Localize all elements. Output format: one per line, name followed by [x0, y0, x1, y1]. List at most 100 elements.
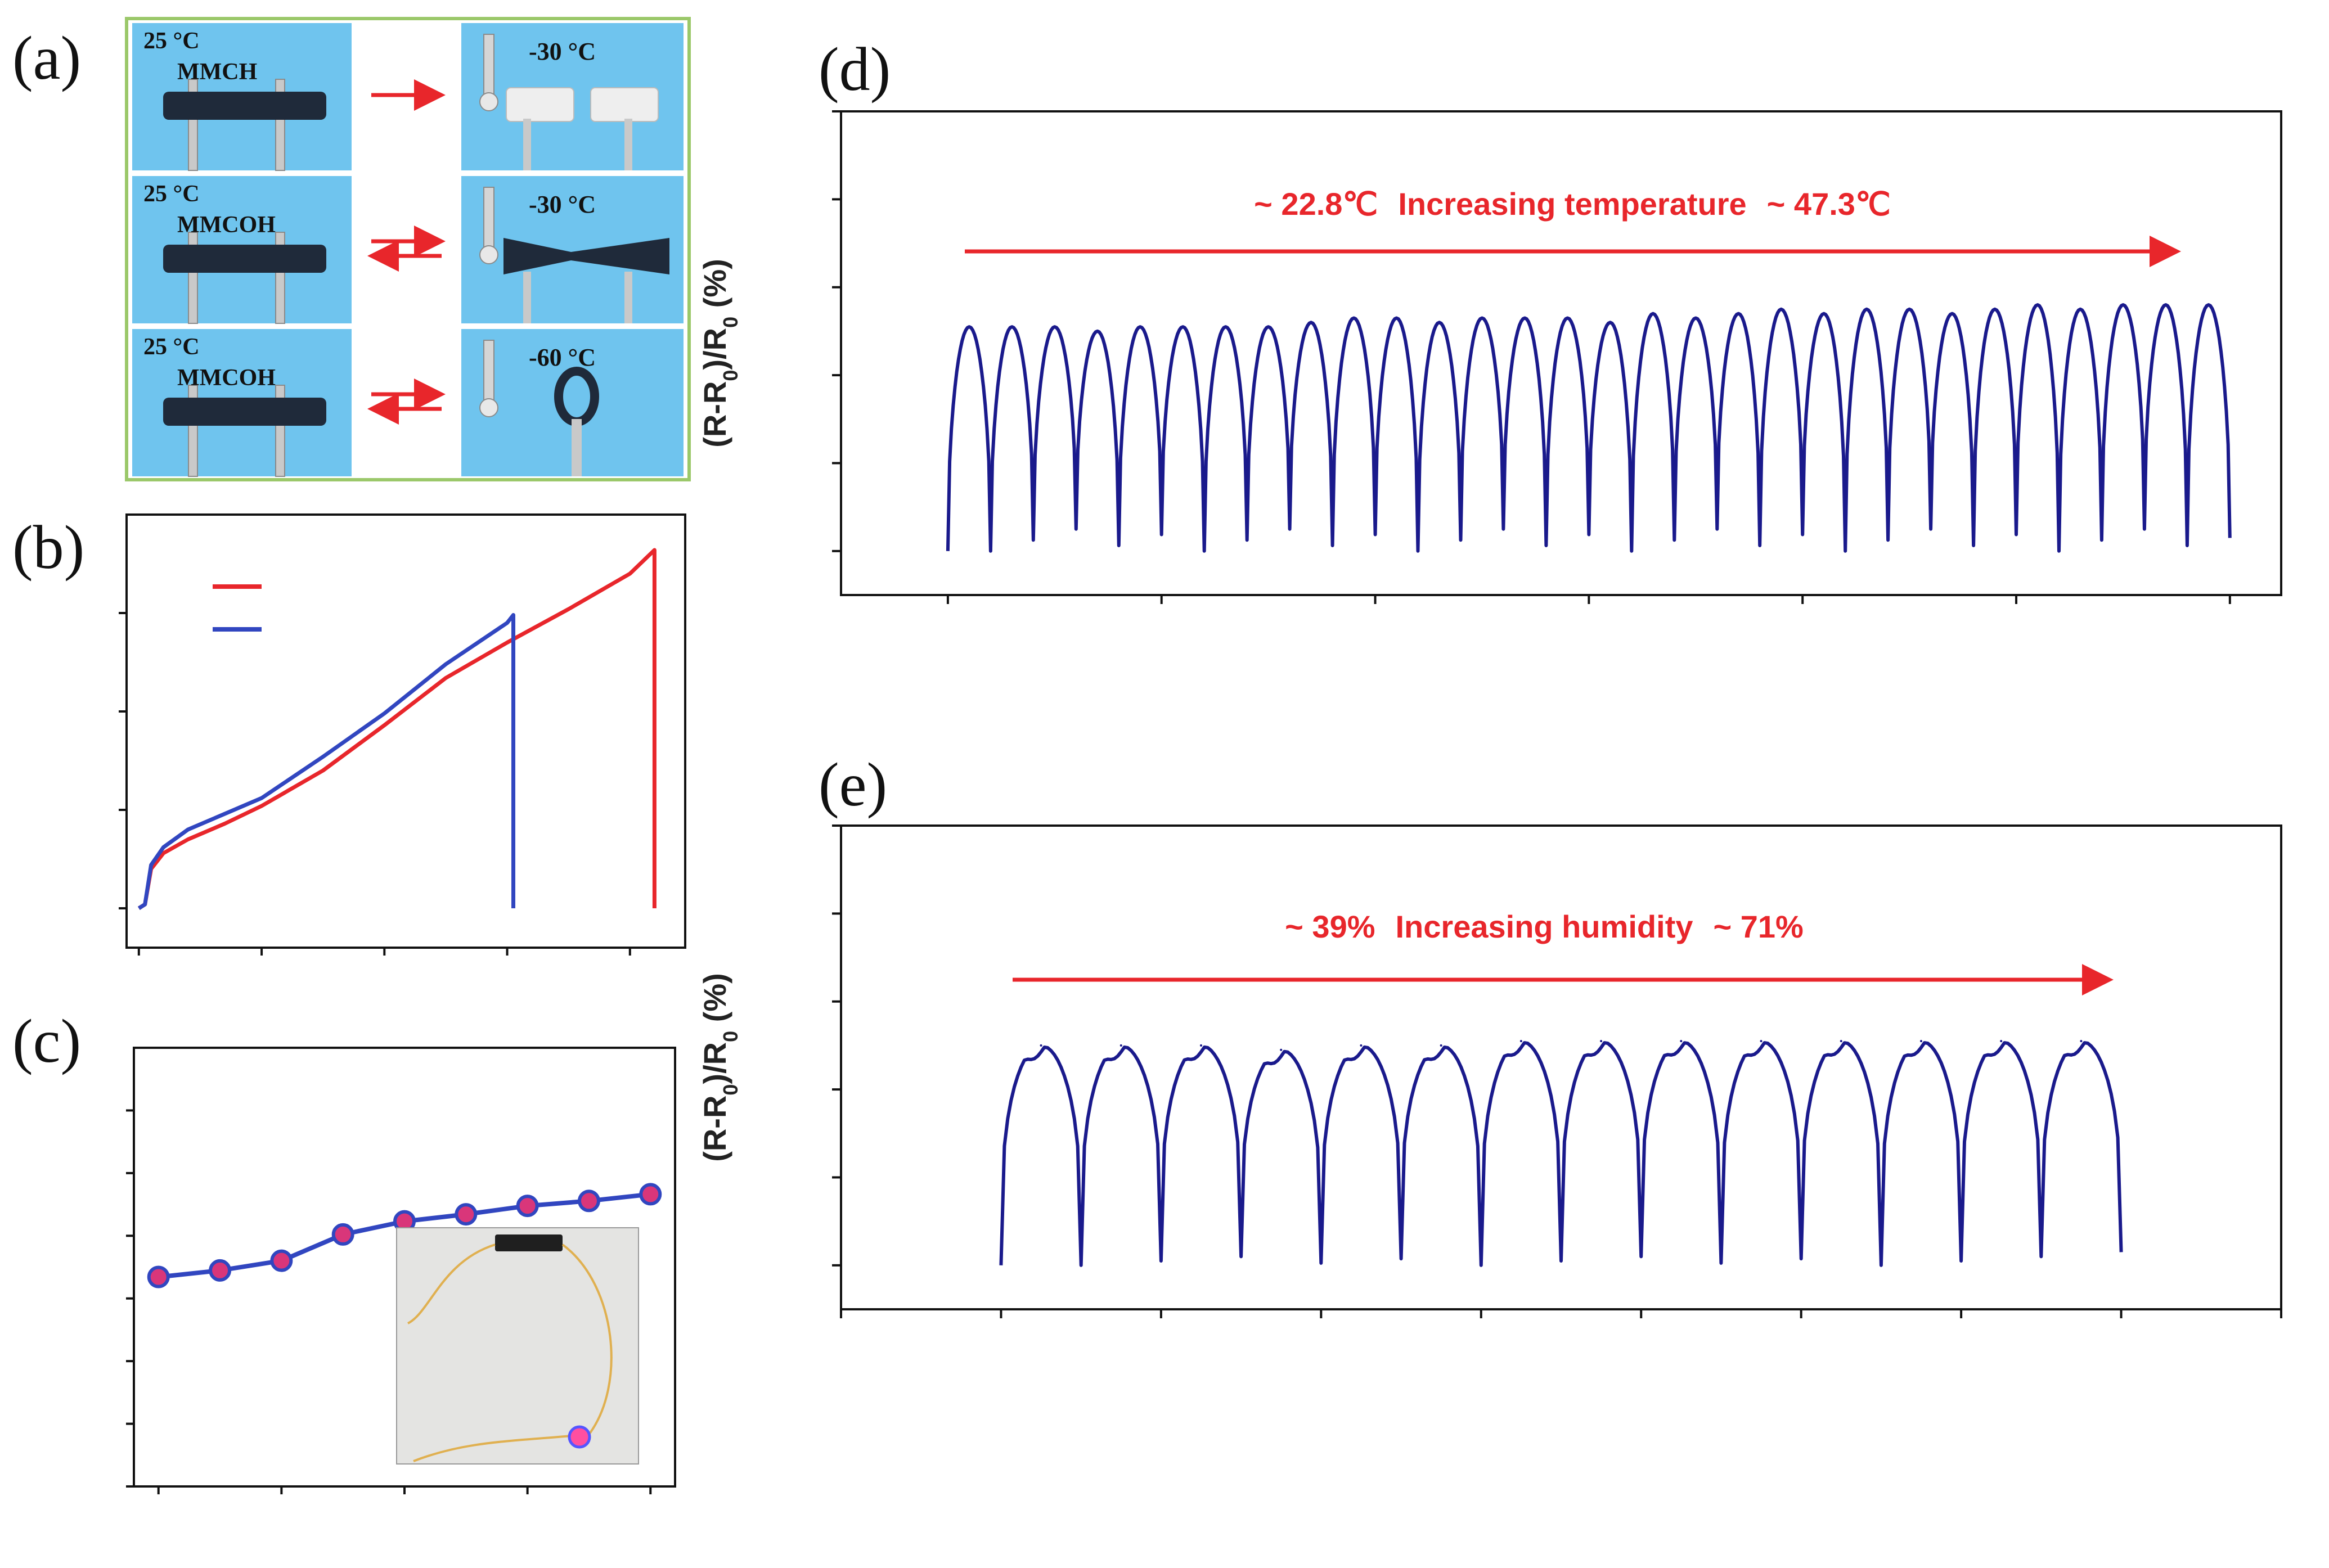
- panel-c-data-point: [147, 1265, 170, 1288]
- panel-d-peak-point: [1737, 312, 1740, 315]
- panel-d-peak-point: [1865, 308, 1868, 310]
- panel-e-ylabel-part: 0: [719, 1031, 742, 1042]
- panel-d-ylabel: (R-R0)/R0 (%): [697, 259, 742, 448]
- panel-d-peak-point: [1523, 317, 1526, 319]
- panel-a-row-1-thermometer: [483, 34, 494, 97]
- panel-d-peak-point: [1267, 326, 1270, 328]
- panel-d-peak-point: [1994, 308, 1997, 310]
- panel-c-inset-led: [568, 1425, 591, 1449]
- panel-e-peak-point: [1920, 1040, 1922, 1043]
- panel-b-series-minus60C-line: [137, 613, 515, 910]
- panel-e-peak-point: [1519, 1040, 1522, 1043]
- panel-e-response-line: [999, 1041, 2123, 1267]
- panel-d-peak-point: [1694, 317, 1697, 319]
- panel-a-row-1-thermometer-bulb: [479, 92, 498, 111]
- panel-a-row-2-sample-name: MMCOH: [177, 212, 276, 238]
- panel-a-row-1-frozen-piece-2: [590, 87, 659, 122]
- panel-a-row-2-arrow-gap: [352, 176, 461, 323]
- panel-a-row-3-right-tweezer-a: [572, 419, 582, 476]
- panel-d-peak-point: [1053, 326, 1056, 328]
- panel-d-ylabel-part: 0: [719, 370, 742, 381]
- panel-a-row-1-frozen-piece-1: [506, 87, 574, 122]
- panel-d-peak-point: [968, 326, 970, 328]
- panel-e-ylabel-part: )/R: [697, 1042, 732, 1084]
- panel-a-row-3-thermometer-bulb: [479, 398, 498, 417]
- panel-c-inset-wire-bottom: [413, 1435, 572, 1462]
- panel-d-ylabel-part: 0: [719, 317, 742, 328]
- panel-b-plot-frame: [125, 513, 686, 949]
- panel-e-peak-point: [1840, 1040, 1842, 1043]
- panel-d-peak-point: [1181, 326, 1184, 328]
- panel-c-data-point: [270, 1249, 293, 1272]
- panel-c-conductivity-chart: [126, 1047, 676, 1494]
- panel-a-row-3-left-temp: 25 °C: [143, 334, 200, 360]
- panel-d-peak-point: [1566, 317, 1569, 319]
- panel-d-peak-point: [1609, 321, 1612, 324]
- panel-d-peak-point: [1310, 321, 1312, 324]
- panel-d-response-line: [946, 303, 2232, 553]
- panel-a-row-3-right-temp: -60 °C: [529, 344, 596, 371]
- panel-label-d: (d): [819, 35, 891, 103]
- panel-e-peak-point: [1280, 1048, 1283, 1051]
- panel-d-ylabel-part: )/R: [697, 328, 732, 370]
- panel-c-inset-photo: [396, 1227, 639, 1465]
- panel-d-peak-point: [1780, 308, 1783, 310]
- panel-d-peak-point: [1438, 321, 1441, 324]
- panel-a-row-2-gel-sample: [163, 245, 326, 273]
- panel-c-data-point: [639, 1183, 662, 1206]
- panel-c-data-point: [577, 1189, 600, 1213]
- panel-e-peak-point: [1360, 1044, 1363, 1047]
- panel-d-peak-point: [1481, 317, 1483, 319]
- panel-b-stress-strain-chart: [119, 513, 686, 956]
- panel-d-plot-frame: [840, 110, 2282, 596]
- panel-e-ylabel-part: 0: [719, 1084, 742, 1096]
- panel-a-row-2-stretched-gel: [503, 238, 669, 274]
- panel-label-e: (e): [819, 750, 887, 819]
- panel-a-row-2-thermometer: [483, 187, 494, 250]
- panel-a-row-1-right-temp: -30 °C: [529, 38, 596, 65]
- panel-d-annotation-left: ~ 22.8℃: [1254, 186, 1378, 222]
- panel-d-annotation: ~ 22.8℃ Increasing temperature ~ 47.3℃: [1254, 186, 1891, 222]
- panel-d-peak-point: [1096, 330, 1099, 332]
- panel-d-peak-point: [2207, 304, 2210, 306]
- panel-d-temperature-response-chart: (R-R0)/R0 (%) ~ 22.8℃ Increasing temperatu…: [697, 110, 2282, 604]
- panel-c-inset-gel: [495, 1234, 563, 1251]
- panel-a-row-1-right-tweezer-a: [523, 119, 531, 170]
- panel-d-peak-point: [1908, 308, 1911, 310]
- panel-d-peak-point: [1652, 312, 1654, 315]
- panel-e-annotation-middle: Increasing humidity: [1396, 909, 1693, 944]
- panel-label-b: (b): [12, 513, 84, 582]
- panel-d-peak-point: [1951, 312, 1954, 315]
- panel-a-row-3-thermometer: [483, 340, 494, 403]
- panel-c-data-point: [455, 1203, 478, 1226]
- panel-e-annotation-left: ~ 39%: [1285, 909, 1375, 944]
- panel-e-peak-point: [1040, 1044, 1042, 1047]
- panel-a-row-2-right-tweezer-a: [523, 272, 531, 323]
- panel-e-peak-point: [1760, 1040, 1763, 1043]
- panel-a-photo-grid: 25 °C MMCH -30 °C 25 °C MMCOH -30 °C 25 °C MMCO…: [125, 17, 691, 481]
- panel-e-ylabel-part: (%): [697, 973, 732, 1031]
- panel-a-row-2-left-temp: 25 °C: [143, 181, 200, 207]
- panel-d-ylabel-part: (R-R: [697, 381, 732, 448]
- panel-d-peak-point: [1823, 312, 1826, 315]
- panel-a-row-1-left-temp: 25 °C: [143, 28, 200, 54]
- panel-e-annotation-right: ~ 71%: [1714, 909, 1804, 944]
- panel-a-row-1-gel-sample: [163, 92, 326, 120]
- panel-e-plot-frame: [840, 824, 2282, 1310]
- panel-a-row-3-sample-name: MMCOH: [177, 365, 276, 391]
- panel-d-peak-point: [1352, 317, 1355, 319]
- panel-d-peak-point: [2036, 304, 2039, 306]
- panel-e-peak-point: [2080, 1040, 2083, 1043]
- panel-e-annotation: ~ 39% Increasing humidity ~ 71%: [1285, 909, 1804, 944]
- panel-label-a: (a): [12, 24, 81, 92]
- panel-d-peak-point: [1139, 326, 1141, 328]
- panel-a-row-1-right-tweezer-b: [624, 119, 632, 170]
- panel-d-peak-point: [1224, 326, 1227, 328]
- panel-e-peak-point: [1680, 1040, 1683, 1043]
- panel-d-peak-point: [1395, 317, 1398, 319]
- panel-e-ylabel-part: (R-R: [697, 1096, 732, 1162]
- panel-e-peak-point: [1440, 1044, 1442, 1047]
- panel-d-annotation-right: ~ 47.3℃: [1767, 186, 1891, 222]
- panel-a-row-2-thermometer-bulb: [479, 245, 498, 264]
- panel-d-peak-point: [2079, 308, 2081, 310]
